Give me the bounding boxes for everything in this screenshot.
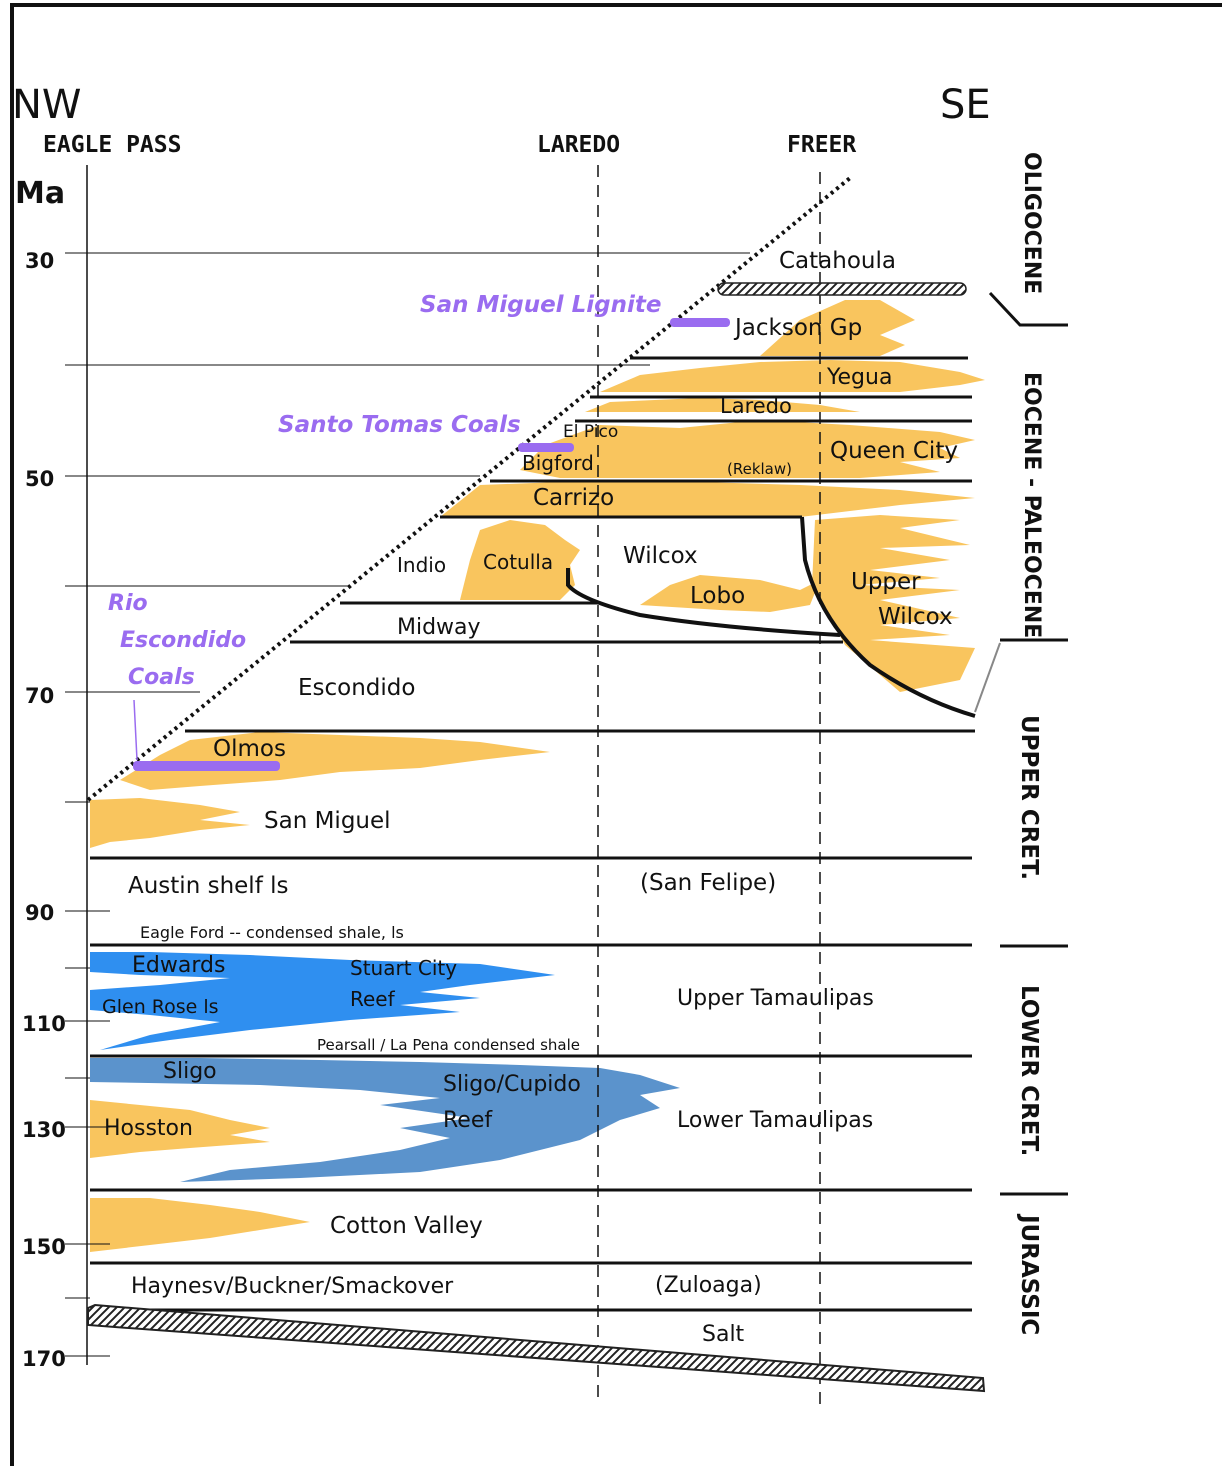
label-midway: Midway — [397, 615, 481, 640]
well-eagle-pass: EAGLE PASS — [43, 132, 181, 158]
label-indio: Indio — [397, 553, 446, 577]
label-hosston: Hosston — [104, 1116, 193, 1141]
label-laredo: Laredo — [720, 394, 792, 418]
label-reef-sligo: Reef — [443, 1108, 493, 1133]
label-catahoula: Catahoula — [779, 248, 896, 274]
tick-130: 130 — [22, 1118, 66, 1142]
label-upper-tamaulipas: Upper Tamaulipas — [677, 986, 874, 1011]
salt-unconformity — [87, 1303, 986, 1393]
tick-170: 170 — [22, 1347, 66, 1371]
sand-yegua — [600, 360, 985, 392]
catahoula-unconformity — [717, 282, 967, 296]
direction-nw: NW — [12, 82, 81, 128]
tick-150: 150 — [22, 1235, 66, 1259]
era-upper-cret: UPPER CRET. — [1016, 715, 1042, 880]
label-eagle-ford: Eagle Ford -- condensed shale, ls — [140, 923, 404, 942]
coal-label-san-miguel-lignite: San Miguel Lignite — [420, 292, 661, 318]
era-oligocene: OLIGOCENE — [1019, 152, 1044, 294]
label-haynesville: Haynesv/Buckner/Smackover — [131, 1274, 454, 1299]
label-zuloaga: (Zuloaga) — [655, 1273, 762, 1298]
label-escondido: Escondido — [298, 675, 415, 701]
era-jurassic: JURASSIC — [1016, 1213, 1042, 1335]
label-pearsall: Pearsall / La Pena condensed shale — [317, 1036, 580, 1054]
label-queen-city: Queen City — [830, 438, 958, 464]
coal-bar-san-miguel — [670, 318, 730, 327]
well-freer: FREER — [787, 132, 856, 158]
label-jackson: Jackson Gp — [733, 315, 862, 341]
age-tick-labels: 30 50 70 90 110 130 150 170 — [22, 249, 66, 1371]
label-stuart-city: Stuart City — [350, 956, 457, 980]
upper-cret-connector — [974, 642, 1001, 713]
label-san-miguel: San Miguel — [264, 808, 391, 834]
upper-wilcox-boundary — [800, 516, 976, 718]
direction-se: SE — [940, 82, 991, 128]
sand-queen-city — [520, 420, 975, 478]
dotted-unconformity — [86, 176, 852, 802]
label-edwards: Edwards — [132, 953, 225, 978]
label-sligo-cupido: Sligo/Cupido — [443, 1072, 581, 1097]
sand-lobo — [640, 575, 820, 612]
well-laredo: LAREDO — [537, 132, 620, 158]
label-wilcox: Wilcox — [623, 543, 698, 569]
coal-label-rio: Rio — [108, 591, 148, 616]
label-lobo: Lobo — [690, 583, 745, 609]
label-salt: Salt — [702, 1322, 745, 1347]
sand-hosston — [90, 1100, 270, 1158]
label-lower-tamaulipas: Lower Tamaulipas — [677, 1108, 873, 1133]
carbonate-sligo — [90, 1058, 680, 1182]
sand-laredo — [585, 398, 860, 412]
coal-bar-olmos — [133, 761, 280, 771]
era-boundaries — [988, 291, 1068, 1196]
coal-label-coals: Coals — [128, 665, 195, 690]
label-reef-stuart: Reef — [350, 987, 396, 1011]
age-gridlines — [65, 252, 750, 1357]
coal-bars — [133, 318, 730, 771]
label-cotulla: Cotulla — [483, 550, 553, 574]
tick-70: 70 — [25, 684, 54, 708]
axis-label-ma: Ma — [15, 176, 65, 211]
coal-label-escondido: Escondido — [120, 628, 246, 653]
sand-cotton-valley — [90, 1198, 310, 1252]
tick-30: 30 — [25, 249, 54, 273]
formation-boundaries — [90, 356, 975, 1312]
sand-san-miguel — [90, 798, 250, 848]
label-cotton-valley: Cotton Valley — [330, 1213, 483, 1239]
sand-cotulla — [460, 520, 580, 600]
label-wilcox-upper: Wilcox — [878, 604, 953, 630]
coal-label-santo-tomas: Santo Tomas Coals — [278, 412, 521, 438]
label-yegua: Yegua — [826, 365, 892, 390]
carbonate-edwards — [90, 952, 555, 1050]
label-olmos: Olmos — [213, 736, 286, 762]
coal-bar-santo-tomas — [518, 443, 574, 452]
label-glen-rose: Glen Rose ls — [102, 996, 219, 1018]
label-upper: Upper — [851, 569, 921, 595]
era-eocene-paleocene: EOCENE - PALEOCENE — [1019, 372, 1044, 638]
sand-jackson — [760, 300, 915, 356]
era-lower-cret: LOWER CRET. — [1016, 985, 1042, 1156]
formation-labels: Catahoula Jackson Gp Yegua Laredo El Pic… — [102, 248, 958, 1347]
label-el-pico: El Pico — [563, 422, 618, 442]
rio-escondido-leader — [133, 699, 138, 761]
label-bigford: Bigford — [522, 451, 594, 475]
carbonate-bodies — [90, 952, 680, 1182]
label-sligo: Sligo — [163, 1059, 217, 1084]
label-carrizo: Carrizo — [533, 485, 614, 511]
tick-90: 90 — [25, 901, 54, 925]
label-reklaw: (Reklaw) — [727, 460, 792, 478]
label-san-felipe: (San Felipe) — [640, 870, 776, 896]
tick-110: 110 — [22, 1012, 66, 1036]
tick-50: 50 — [25, 467, 54, 491]
lobo-boundary — [566, 568, 841, 637]
sand-carrizo — [440, 482, 975, 517]
sand-olmos — [120, 732, 550, 790]
label-austin: Austin shelf ls — [128, 873, 288, 899]
